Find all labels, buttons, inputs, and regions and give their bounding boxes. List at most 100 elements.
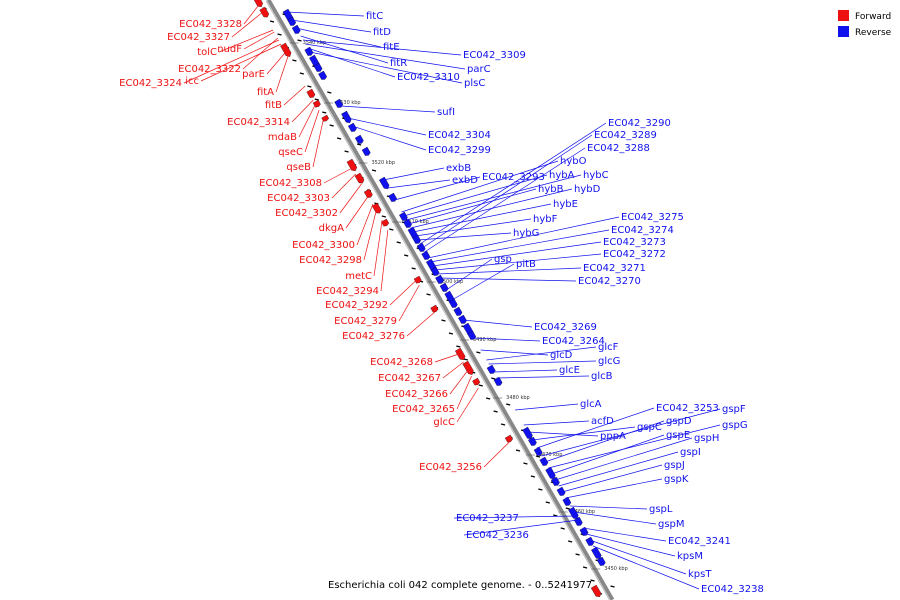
label-leader	[592, 545, 700, 590]
scale-ticks: 3540 kbp 3530 kbp 3520 kbp 3510 kbp 3500 kbp…	[289, 40, 628, 572]
forward-gene-label: fitB	[265, 100, 282, 111]
strand-marker	[463, 358, 468, 361]
label-leader	[544, 420, 665, 463]
label-leader	[434, 353, 460, 363]
reverse-gene-feature	[378, 176, 390, 190]
scale-tick-label: 3470 kbp	[539, 452, 563, 458]
reverse-gene-label: EC042_3310	[397, 72, 460, 83]
strand-marker	[486, 397, 491, 400]
reverse-gene-label: hybC	[583, 170, 609, 181]
strand-marker	[381, 215, 386, 218]
label-leader	[473, 337, 541, 342]
scale-tick-label: 3530 kbp	[337, 100, 361, 106]
label-leader	[403, 174, 548, 217]
label-leader	[305, 43, 466, 70]
reverse-gene-feature	[568, 506, 579, 520]
forward-gene-feature	[312, 99, 321, 108]
label-leader	[421, 134, 593, 249]
label-leader	[363, 209, 377, 261]
reverse-gene-label: EC042_3236	[466, 530, 529, 541]
reverse-gene-feature	[453, 306, 463, 316]
label-leader	[302, 39, 462, 56]
reverse-gene-label: gspC	[637, 422, 662, 433]
forward-gene-label: EC042_3327	[167, 32, 230, 43]
forward-gene-label: tolC	[197, 47, 217, 58]
strand-marker	[327, 91, 332, 94]
forward-gene-label: dkgA	[319, 223, 344, 234]
label-leader	[437, 267, 582, 275]
forward-gene-label: EC042_3322	[178, 64, 241, 75]
reverse-gene-label: EC042_3271	[583, 263, 646, 274]
reverse-gene-label: gspM	[658, 519, 685, 530]
label-leader	[295, 27, 382, 48]
reverse-gene-feature	[539, 456, 549, 466]
strand-marker	[329, 124, 334, 127]
reverse-gene-label: EC042_3241	[668, 536, 731, 547]
strand-marker	[336, 137, 342, 140]
strand-marker	[506, 403, 511, 406]
strand-marker	[404, 254, 409, 257]
forward-gene-feature	[306, 88, 316, 98]
strand-marker	[530, 475, 536, 478]
label-leader	[312, 117, 324, 168]
label-leader	[352, 125, 427, 151]
reverse-gene-label: fitD	[373, 27, 391, 38]
reverse-gene-label: EC042_3288	[587, 143, 650, 154]
forward-gene-label: glcC	[433, 417, 455, 428]
reverse-gene-feature	[435, 274, 444, 284]
strand-marker	[456, 345, 461, 348]
label-leader	[218, 29, 274, 53]
reverse-gene-label: parC	[467, 64, 491, 75]
label-leader	[356, 203, 374, 246]
scale-tick-label: 3540 kbp	[303, 40, 327, 46]
reverse-gene-label: EC042_3264	[542, 336, 605, 347]
label-leader	[243, 4, 260, 25]
forward-gene-label: EC042_3268	[370, 357, 433, 368]
label-leader	[243, 31, 275, 50]
label-leader	[551, 434, 665, 475]
reverse-gene-label: EC042_3309	[463, 50, 526, 61]
label-leader	[389, 279, 417, 306]
genome-caption: Escherichia coli 042 complete genome. - …	[328, 580, 592, 591]
strand-marker	[476, 351, 481, 354]
reverse-gene-label: glcB	[591, 371, 613, 382]
forward-gene-feature	[371, 202, 382, 214]
strand-marker	[297, 39, 302, 42]
label-leader	[307, 47, 396, 78]
strand-marker	[322, 111, 327, 114]
strand-marker	[389, 228, 394, 231]
reverse-gene-label: hybD	[574, 184, 601, 195]
label-leader	[183, 39, 280, 84]
label-leader	[424, 147, 586, 253]
label-leader	[548, 424, 721, 469]
label-leader	[266, 51, 287, 75]
forward-gene-feature	[413, 275, 422, 284]
forward-gene-label: EC042_3303	[267, 193, 330, 204]
forward-gene-feature	[504, 434, 513, 443]
label-leader	[463, 519, 579, 536]
label-leader	[398, 284, 420, 322]
label-leader	[412, 203, 552, 233]
forward-gene-label: EC042_3302	[275, 208, 338, 219]
reverse-gene-feature	[493, 376, 503, 386]
strand-marker	[590, 579, 595, 582]
strand-marker	[448, 332, 454, 335]
reverse-gene-feature	[528, 436, 537, 446]
forward-gene-label: qseB	[286, 162, 311, 173]
reverse-gene-label: fitE	[383, 42, 400, 53]
forward-gene-label: EC042_3256	[419, 462, 482, 473]
reverse-gene-label: exbB	[446, 163, 471, 174]
forward-gene-label: icc	[185, 76, 199, 87]
forward-gene-label: parE	[242, 69, 265, 80]
label-leader	[573, 511, 657, 525]
label-leader	[589, 539, 687, 575]
label-leader	[200, 43, 282, 82]
label-leader	[419, 122, 607, 245]
scale-tick-label: 3520 kbp	[371, 160, 395, 166]
strand-marker	[478, 384, 483, 387]
reverse-gene-label: EC042_3289	[594, 130, 657, 141]
reverse-gene-label: gspD	[666, 416, 692, 427]
forward-gene-label: EC042_3294	[316, 286, 379, 297]
strand-marker	[307, 85, 312, 88]
reverse-gene-label: EC042_3304	[428, 130, 491, 141]
